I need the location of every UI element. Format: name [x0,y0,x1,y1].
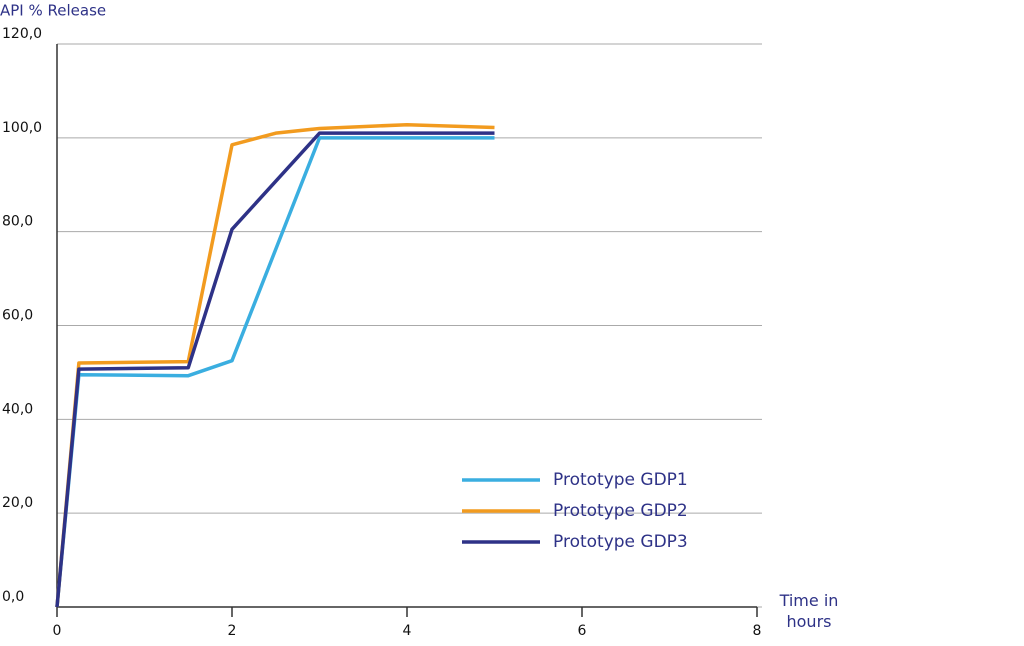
legend-label: Prototype GDP1 [553,470,688,490]
x-axis-label: Time in hours [779,591,839,631]
series-line [55,131,495,608]
x-tick-label: 8 [753,623,762,639]
x-tick-label: 0 [53,623,62,639]
series-line [55,136,495,608]
y-tick-label: 0,0 [2,589,24,605]
y-tick-label: 60,0 [2,308,33,324]
y-tick-label: 120,0 [2,26,42,42]
y-tick-label: 80,0 [2,214,33,230]
y-tick-label: 20,0 [2,495,33,511]
y-tick-label: 100,0 [2,120,42,136]
x-tick-label: 4 [403,623,412,639]
y-axis-label: API % Release [0,2,106,20]
x-tick-label: 2 [228,623,237,639]
legend-label: Prototype GDP3 [553,532,688,552]
series-line [55,122,495,608]
x-tick-label: 6 [578,623,587,639]
legend-label: Prototype GDP2 [553,501,688,521]
y-tick-label: 40,0 [2,401,33,417]
